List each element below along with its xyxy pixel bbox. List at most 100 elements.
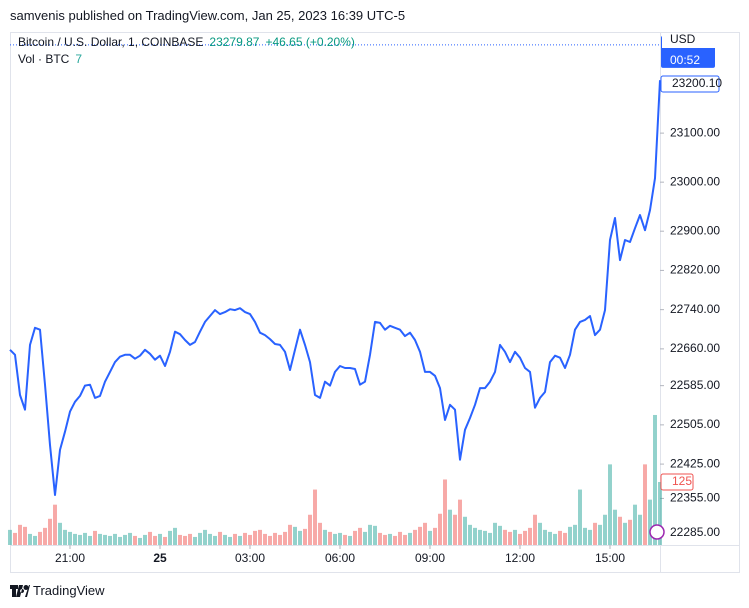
volume-bar bbox=[558, 530, 562, 545]
volume-bar bbox=[488, 532, 492, 545]
chart: 22285.00 22355.00 22425.00 22505.00 22585.00… bbox=[8, 32, 740, 573]
y-tick-label: 23000.00 bbox=[670, 174, 720, 188]
volume-bar bbox=[653, 414, 657, 545]
footer: TradingView bbox=[10, 583, 105, 598]
volume-bar bbox=[298, 530, 302, 545]
legend-name: Bitcoin / U.S. Dollar, 1, COINBASE bbox=[18, 35, 203, 49]
volume-bar bbox=[618, 516, 622, 545]
y-tick-label: 22660.00 bbox=[670, 341, 720, 355]
y-tick-label: 22900.00 bbox=[670, 223, 720, 237]
x-tick-label: 09:00 bbox=[415, 551, 445, 565]
volume-bar bbox=[603, 514, 607, 545]
x-tick-label: 25 bbox=[153, 551, 167, 565]
volume-bar bbox=[288, 524, 292, 545]
volume-bar bbox=[88, 535, 92, 545]
volume-bar bbox=[443, 479, 447, 545]
volume-bar bbox=[608, 464, 612, 545]
volume-bar bbox=[318, 522, 322, 545]
volume-bar bbox=[548, 531, 552, 545]
volume-bar bbox=[368, 524, 372, 545]
volume-bar bbox=[343, 534, 347, 545]
volume-bar bbox=[258, 529, 262, 545]
volume-bar bbox=[543, 529, 547, 545]
volume-bar bbox=[393, 535, 397, 545]
settings-icon bbox=[649, 524, 665, 540]
volume-bar bbox=[353, 530, 357, 545]
y-tick-label: 23100.00 bbox=[670, 125, 720, 139]
volume-bar bbox=[178, 534, 182, 545]
y-tick-label: 22740.00 bbox=[670, 302, 720, 316]
volume-bar bbox=[198, 532, 202, 545]
volume-bar bbox=[273, 532, 277, 545]
volume-bar bbox=[593, 522, 597, 545]
volume-bar bbox=[98, 533, 102, 545]
volume-bar bbox=[228, 536, 232, 545]
volume-bar bbox=[308, 514, 312, 545]
volume-bar bbox=[283, 531, 287, 545]
volume-bar bbox=[193, 536, 197, 545]
volume-bar bbox=[123, 534, 127, 545]
volume-bar bbox=[13, 532, 17, 545]
volume-bar bbox=[208, 533, 212, 545]
volume-bar bbox=[598, 524, 602, 545]
volume-bar bbox=[103, 534, 107, 545]
countdown: 00:52 bbox=[670, 53, 700, 67]
volume-bar bbox=[583, 527, 587, 545]
header: samvenis published on TradingView.com, J… bbox=[10, 8, 406, 23]
volume-bar bbox=[453, 514, 457, 545]
volume-bar bbox=[468, 524, 472, 545]
volume-bar bbox=[293, 526, 297, 545]
volume-bar bbox=[323, 529, 327, 545]
volume-bar bbox=[158, 533, 162, 545]
volume-bar bbox=[483, 530, 487, 545]
x-tick-label: 21:00 bbox=[55, 551, 85, 565]
volume-bar bbox=[73, 533, 77, 545]
legend-change: +46.65 (+0.20%) bbox=[265, 35, 354, 49]
y-tick-label: 22425.00 bbox=[670, 456, 720, 470]
footer-brand: TradingView bbox=[33, 583, 105, 598]
volume-bar bbox=[203, 529, 207, 545]
x-tick-label: 15:00 bbox=[595, 551, 625, 565]
volume-bar bbox=[638, 514, 642, 545]
volume-bar bbox=[658, 482, 662, 545]
volume-bar bbox=[493, 522, 497, 545]
price-label: 23200.10 bbox=[672, 76, 722, 90]
volume-bar bbox=[373, 525, 377, 545]
volume-bar bbox=[43, 527, 47, 545]
volume-bar bbox=[128, 532, 132, 545]
legend-price: 23279.87 bbox=[209, 35, 259, 49]
volume-bar bbox=[513, 529, 517, 545]
x-tick-label: 06:00 bbox=[325, 551, 355, 565]
volume-bar bbox=[233, 533, 237, 545]
volume-bar bbox=[248, 534, 252, 545]
volume-bar bbox=[238, 535, 242, 545]
volume-bar bbox=[53, 504, 57, 545]
volume-bar bbox=[63, 529, 67, 545]
volume-bar bbox=[438, 513, 442, 545]
volume-bar bbox=[623, 522, 627, 545]
volume-bar bbox=[498, 525, 502, 545]
volume-bar bbox=[418, 526, 422, 545]
volume-bar bbox=[398, 531, 402, 545]
volume-bar bbox=[458, 499, 462, 545]
volume-bar bbox=[68, 531, 72, 545]
volume-bar bbox=[243, 532, 247, 545]
volume-bar bbox=[428, 530, 432, 545]
volume-label: 125 bbox=[672, 474, 692, 488]
volume-bar bbox=[328, 531, 332, 545]
volume-bar bbox=[568, 526, 572, 545]
volume-bar bbox=[643, 464, 647, 545]
volume-bar bbox=[448, 509, 452, 545]
volume-bar bbox=[118, 536, 122, 545]
volume-bar bbox=[433, 527, 437, 545]
volume-bar bbox=[613, 509, 617, 545]
volume-bar bbox=[223, 534, 227, 545]
volume-bar bbox=[253, 530, 257, 545]
volume-bar bbox=[338, 532, 342, 545]
volume-bar bbox=[108, 535, 112, 545]
volume-bar bbox=[423, 522, 427, 545]
logo bbox=[10, 584, 30, 597]
volume-bar bbox=[163, 536, 167, 545]
volume-bar bbox=[213, 535, 217, 545]
